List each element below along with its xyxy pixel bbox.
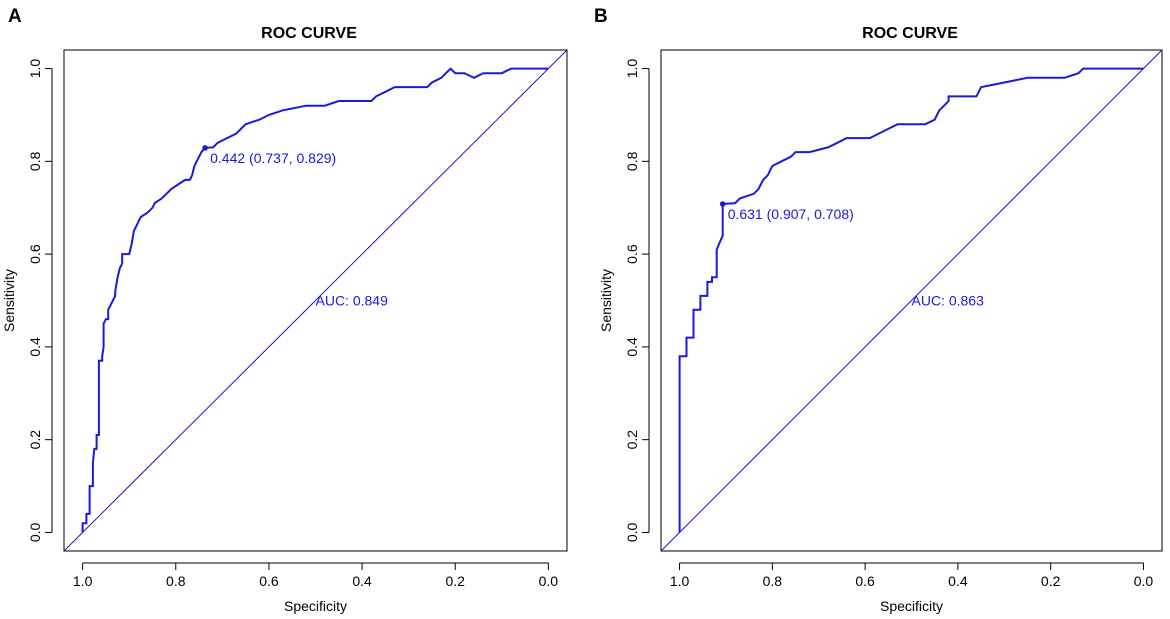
x-tick-label: 0.6 [855, 573, 875, 589]
roc-curve-b [678, 67, 1144, 533]
y-tick-label: 0.6 [27, 244, 43, 264]
x-tick-label: 0.0 [1134, 573, 1154, 589]
chart-title-a: ROC CURVE [261, 25, 357, 42]
y-tick-label: 0.2 [624, 430, 640, 450]
x-tick-label: 0.2 [445, 573, 465, 589]
y-tick-label: 0.0 [27, 523, 43, 543]
x-tick-label: 0.8 [166, 573, 186, 589]
y-tick-label: 0.0 [624, 523, 640, 543]
y-tick-label: 0.2 [27, 430, 43, 450]
chart-title-b: ROC CURVE [862, 25, 958, 42]
x-axis-label-a: Specificity [284, 598, 347, 614]
y-tick-label: 1.0 [27, 59, 43, 79]
diagonal-reference-line-b [661, 50, 1162, 551]
plot-frame-b [660, 49, 1163, 552]
x-tick-label: 1.0 [73, 573, 93, 589]
best-threshold-label-b: 0.631 (0.907, 0.708) [728, 206, 854, 222]
y-axis-label-a: Sensitivity [1, 269, 17, 332]
x-tick-label: 0.6 [259, 573, 279, 589]
x-tick-label: 0.2 [1041, 573, 1061, 589]
panel-letter-b: B [594, 6, 608, 27]
x-tick-label: 0.4 [352, 573, 372, 589]
auc-label-b: AUC: 0.863 [912, 293, 985, 309]
x-axis-label-b: Specificity [880, 598, 943, 614]
auc-label-a: AUC: 0.849 [316, 293, 389, 309]
y-tick-label: 0.4 [624, 337, 640, 357]
y-tick-label: 0.8 [27, 151, 43, 171]
y-tick-label: 0.4 [27, 337, 43, 357]
y-tick-label: 0.6 [624, 244, 640, 264]
y-tick-label: 1.0 [624, 59, 640, 79]
x-tick-label: 1.0 [670, 573, 690, 589]
best-threshold-point-b [719, 201, 726, 207]
roc-curve-a [81, 67, 549, 533]
x-tick-label: 0.4 [948, 573, 968, 589]
plot-frame-a [63, 49, 568, 552]
y-tick-label: 0.8 [624, 151, 640, 171]
x-tick-label: 0.0 [539, 573, 559, 589]
best-threshold-label-a: 0.442 (0.737, 0.829) [210, 150, 336, 166]
panel-b: B ROC CURVE 1.0 0.8 0.6 0.4 0.2 0.0 0.0 0.2 0.4 0… [594, 6, 1163, 614]
panel-letter-a: A [8, 6, 22, 27]
x-tick-label: 0.8 [763, 573, 783, 589]
panel-a: A ROC CURVE 1.0 0.8 0.6 0.4 0.2 0.0 0.0 0.2 0.4 0… [1, 6, 568, 614]
best-threshold-point-a [202, 145, 208, 151]
y-axis-label-b: Sensitivity [598, 269, 614, 332]
diagonal-reference-line-a [64, 50, 567, 551]
